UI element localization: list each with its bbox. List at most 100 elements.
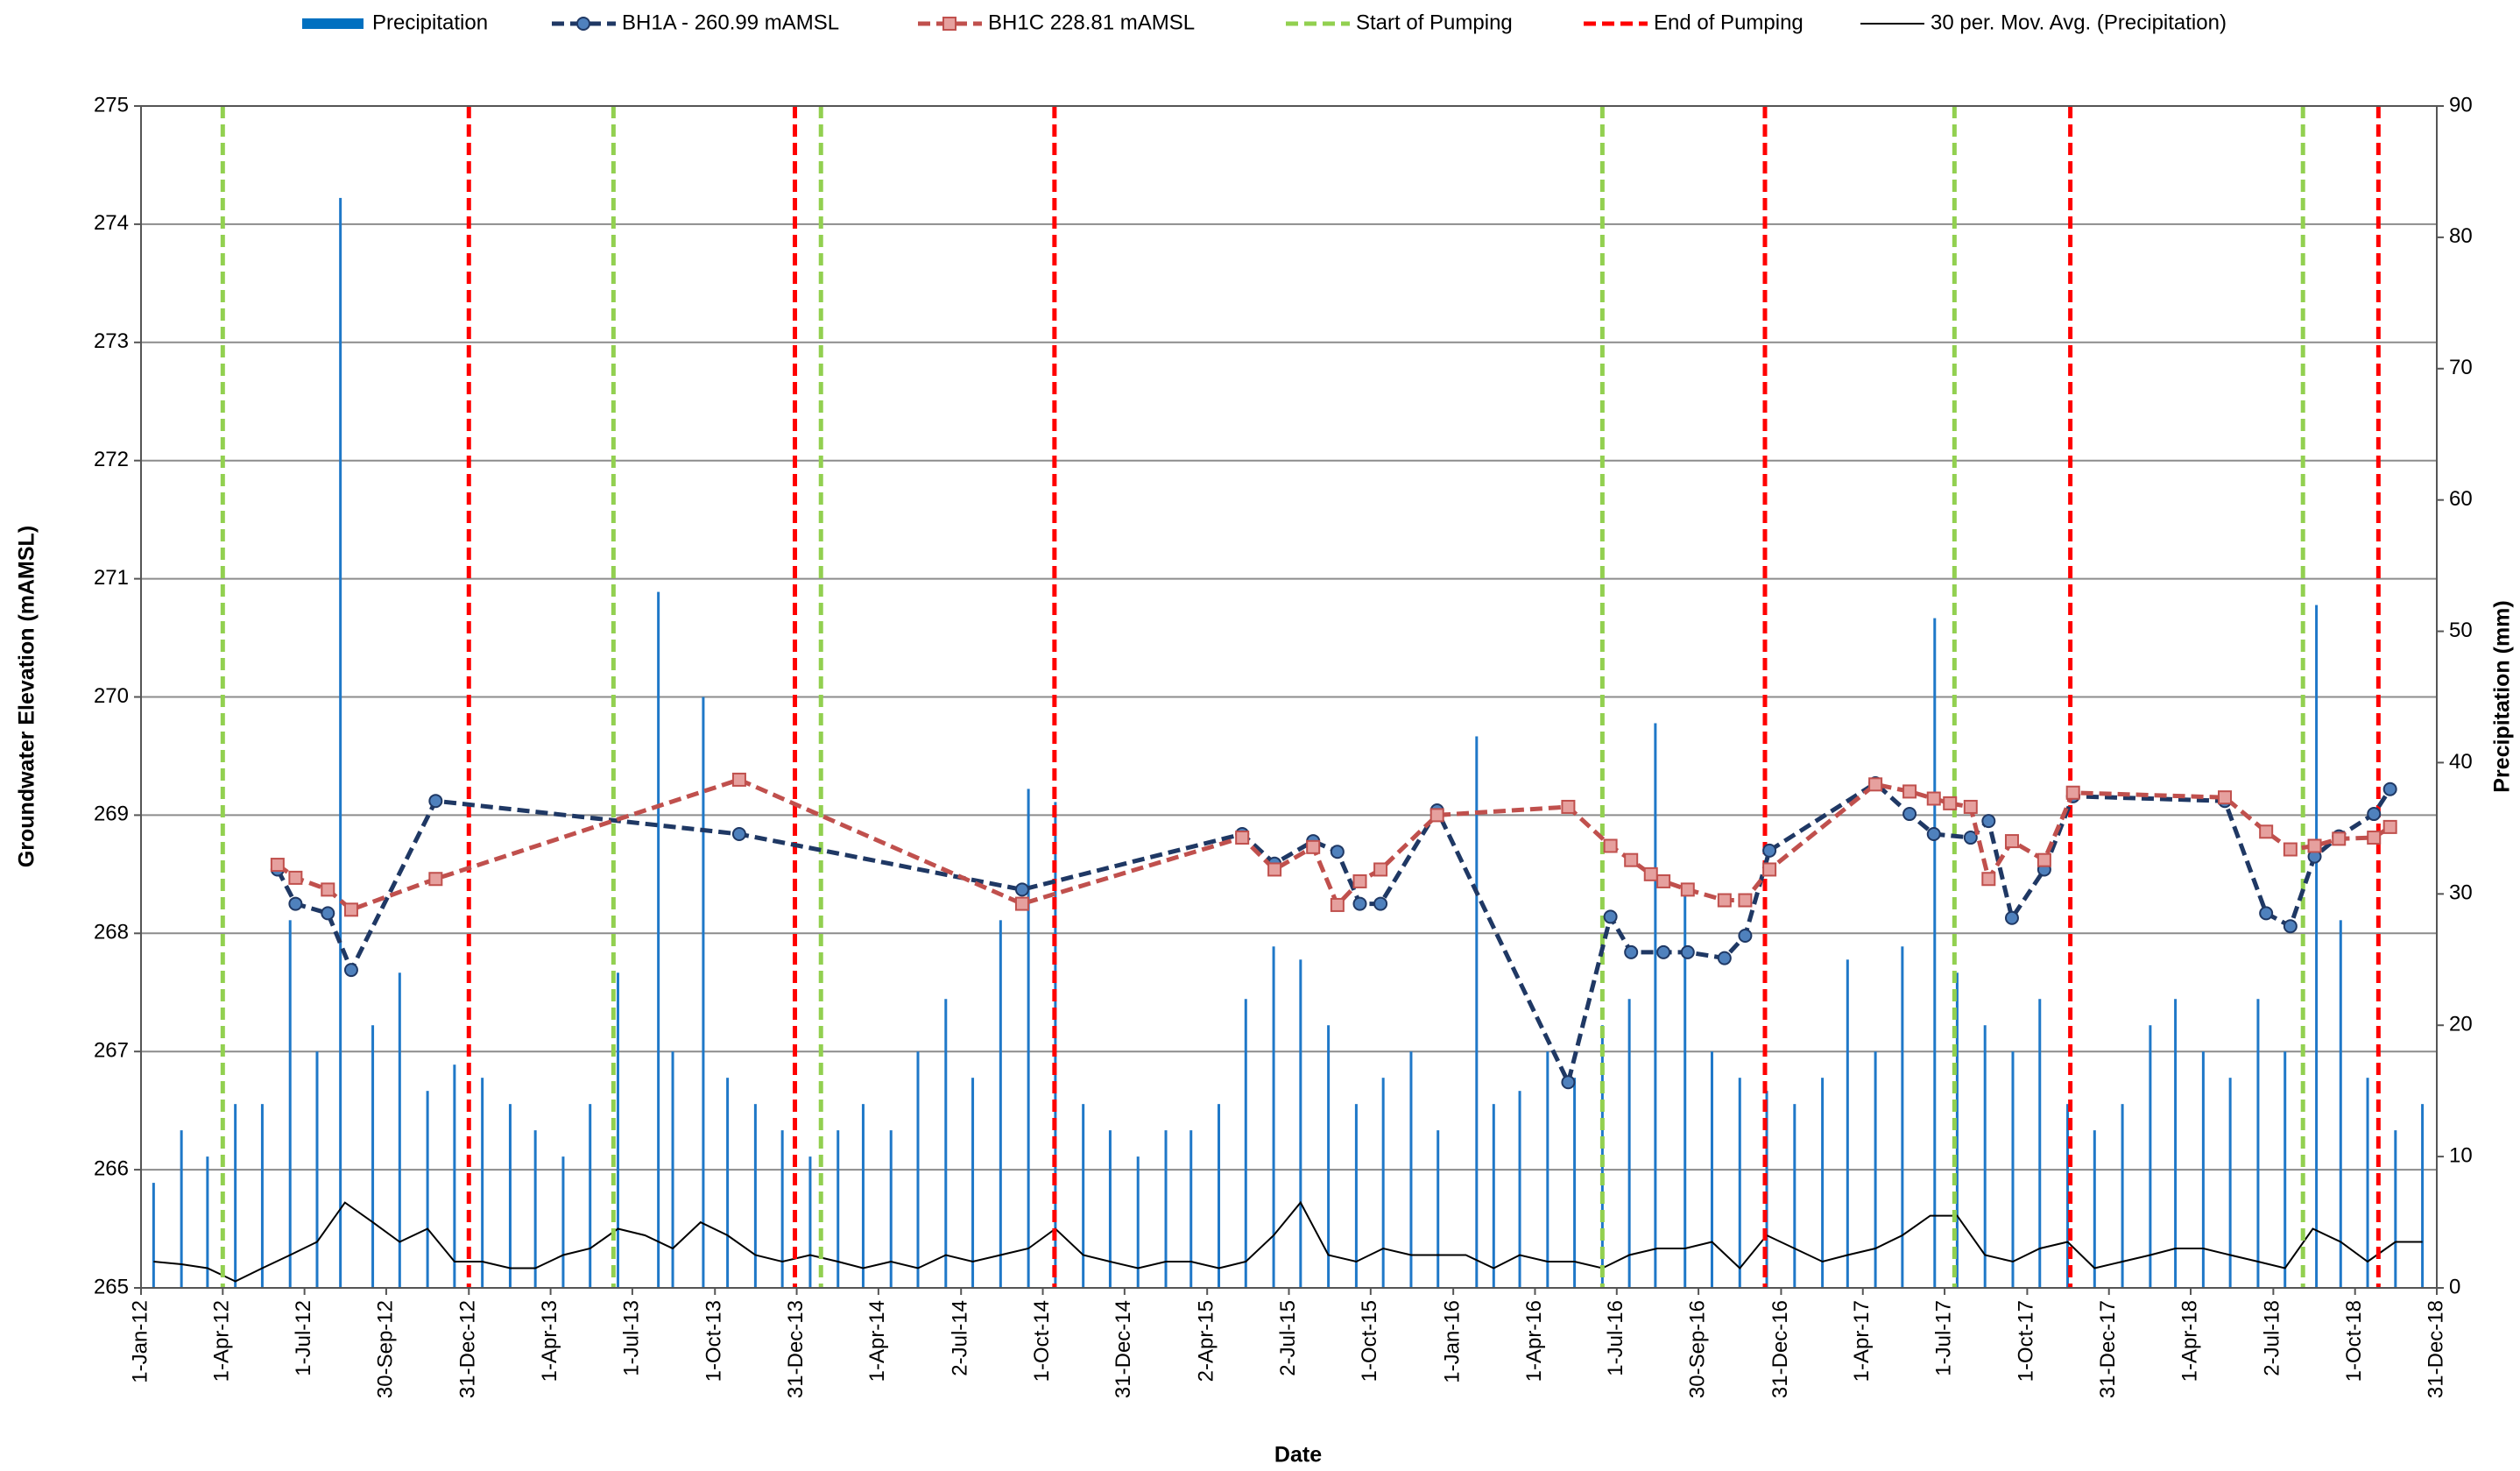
- precipitation-bar: [1654, 723, 1657, 1288]
- marker: [343, 963, 358, 978]
- marker: [1235, 831, 1250, 845]
- x-tick-label: 31-Dec-14: [1112, 1300, 1135, 1398]
- precipitation-bar: [2093, 1130, 2096, 1288]
- marker: [270, 858, 285, 873]
- y2-tick-label: 20: [2449, 1013, 2473, 1036]
- marker: [2004, 834, 2019, 849]
- precipitation-bar: [1546, 1051, 1549, 1288]
- precipitation-bar: [1518, 1091, 1521, 1288]
- y-tick-label: 268: [94, 921, 129, 944]
- precipitation-bar: [702, 697, 705, 1288]
- precipitation-bar: [2038, 999, 2042, 1288]
- precipitation-bar: [617, 972, 620, 1288]
- y-axis-title: Groundwater Elevation (mAMSL): [15, 526, 39, 867]
- x-tick-label: 1-Oct-18: [2342, 1300, 2366, 1382]
- marker: [321, 882, 335, 897]
- legend: Precipitation BH1A - 260.99 mAMSL BH1C 228…: [302, 11, 2227, 34]
- precipitation-bar: [339, 197, 342, 1288]
- precipitation-bar: [916, 1051, 920, 1288]
- plot-border: [140, 105, 2438, 1289]
- y-tick-label: 267: [94, 1039, 129, 1063]
- marker: [1643, 866, 1658, 881]
- precipitation-bar: [426, 1091, 429, 1288]
- marker: [2065, 785, 2080, 800]
- precipitation-bar: [2284, 1051, 2287, 1288]
- precipitation-bar: [999, 920, 1002, 1288]
- x-tick-label: 1-Oct-15: [1358, 1300, 1381, 1382]
- y2-tick-label: 70: [2449, 356, 2473, 379]
- marker: [731, 826, 746, 841]
- marker: [1373, 896, 1388, 911]
- marker: [2283, 919, 2298, 934]
- precipitation-bar: [1218, 1104, 1221, 1288]
- x-tick-label: 1-Apr-18: [2178, 1300, 2201, 1382]
- x-tick-label: 1-Jan-16: [1440, 1300, 1464, 1383]
- precipitation-bar: [753, 1104, 757, 1288]
- precipitation-bar: [671, 1051, 674, 1288]
- x-axis-title: Date: [1274, 1443, 1322, 1467]
- marker: [1014, 882, 1029, 897]
- marker: [1717, 893, 1732, 908]
- precipitation-bar: [1381, 1078, 1385, 1288]
- legend-label: Start of Pumping: [1356, 11, 1513, 34]
- y2-tick-label: 90: [2449, 93, 2473, 117]
- precipitation-bar: [561, 1156, 565, 1288]
- marker: [1603, 909, 1618, 924]
- precipitation-bar: [1327, 1025, 1331, 1288]
- precipitation-bar: [1189, 1130, 1193, 1288]
- marker: [731, 772, 746, 787]
- precipitation-bar: [453, 1064, 456, 1288]
- marker: [1963, 831, 1978, 845]
- x-tick-label: 2-Jul-14: [949, 1300, 972, 1376]
- y-tick-label: 272: [94, 448, 129, 471]
- x-tick-label: 31-Dec-16: [1768, 1300, 1792, 1398]
- precipitation-bar: [234, 1104, 237, 1288]
- y-tick-label: 271: [94, 566, 129, 590]
- precipitation-bar: [2339, 920, 2342, 1288]
- marker: [1738, 893, 1753, 908]
- x-tick-label: 2-Apr-15: [1195, 1300, 1218, 1382]
- precipitation-bar: [1475, 736, 1479, 1288]
- precipitation-bar: [2256, 999, 2260, 1288]
- precipitation-bar: [1983, 1025, 1987, 1288]
- legend-item: BH1A - 260.99 mAMSL: [552, 11, 839, 34]
- y2-tick-label: 0: [2449, 1275, 2460, 1298]
- precipitation-bar: [889, 1130, 893, 1288]
- x-tick-label: 1-Jul-13: [619, 1300, 643, 1376]
- marker: [2367, 831, 2382, 845]
- marker: [1981, 872, 1996, 887]
- y-tick-label: 274: [94, 211, 129, 235]
- precipitation-bar: [2121, 1104, 2124, 1288]
- marker: [1373, 862, 1388, 877]
- precipitation-bar: [2011, 1051, 2015, 1288]
- precipitation-bar: [2315, 605, 2319, 1288]
- precipitation-bar: [1354, 1104, 1358, 1288]
- y-tick-label: 275: [94, 93, 129, 117]
- marker: [1981, 814, 1996, 829]
- precipitation-bar: [726, 1078, 730, 1288]
- precipitation-bar: [657, 591, 660, 1288]
- precipitation-bar: [1765, 1091, 1768, 1288]
- precipitation-bar: [1492, 1104, 1495, 1288]
- precipitation-bar: [1136, 1156, 1140, 1288]
- x-tick-label: 1-Apr-16: [1522, 1300, 1546, 1382]
- marker: [288, 896, 303, 911]
- precipitation-bar: [1710, 1051, 1713, 1288]
- marker: [428, 872, 443, 887]
- precipitation-bar: [1027, 789, 1030, 1288]
- marker: [1680, 944, 1695, 959]
- x-tick-label: 1-Oct-17: [2015, 1300, 2038, 1382]
- y2-tick-label: 60: [2449, 487, 2473, 511]
- marker: [1943, 796, 1958, 810]
- legend-label: BH1A - 260.99 mAMSL: [622, 11, 839, 34]
- precipitation-bar: [206, 1156, 209, 1288]
- precipitation-bar: [398, 972, 401, 1288]
- y2-tick-label: 30: [2449, 881, 2473, 905]
- legend-item: End of Pumping: [1584, 11, 1804, 34]
- precipitation-bar: [808, 1156, 812, 1288]
- precipitation-bar: [971, 1078, 975, 1288]
- marker: [1352, 873, 1367, 888]
- precipitation-bar: [1933, 618, 1937, 1288]
